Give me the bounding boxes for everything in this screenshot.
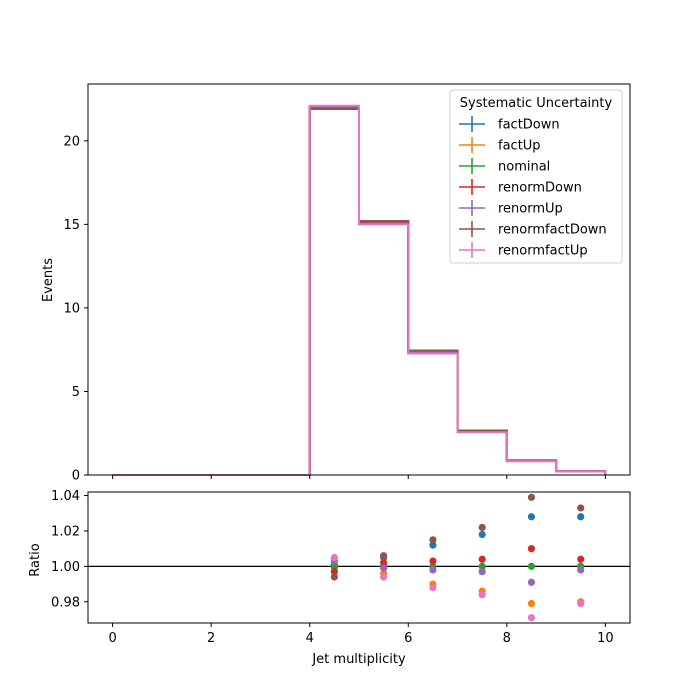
ratio-y-tick-label: 1.02 (51, 524, 80, 539)
ratio-point-factDown (527, 513, 536, 521)
main-y-tick-label: 5 (72, 385, 80, 400)
ratio-point-renormfactUp (478, 591, 486, 599)
main-panel: 0 5 10 15 20 Systematic Uncertainty factDown fa… (63, 83, 631, 484)
x-tick-label: 2 (207, 631, 215, 646)
ratio-point-renormfactUp (429, 583, 437, 592)
ratio-point-factDown (429, 541, 437, 549)
ratio-point-renormfactDown (380, 552, 388, 560)
ratio-y-axis-label: Ratio (28, 543, 43, 576)
legend-entry-renormfactDown: renormfactDown (498, 223, 607, 238)
x-tick-label: 0 (108, 631, 116, 646)
legend-entry-factUp: factUp (498, 139, 541, 154)
legend-entry-factDown: factDown (498, 118, 560, 133)
legend-entry-renormfactUp: renormfactUp (498, 244, 588, 259)
ratio-point-factDown (577, 513, 585, 521)
main-plot-frame (87, 83, 631, 476)
ratio-point-renormfactUp (380, 573, 388, 581)
ratio-point-renormfactUp (577, 599, 585, 608)
ratio-point-factUp (527, 599, 536, 608)
ratio-point-renormfactDown (527, 493, 536, 501)
legend-entry-renormUp: renormUp (498, 202, 563, 217)
main-y-tick-label: 10 (63, 301, 80, 316)
ratio-point-renormfactUp (330, 553, 338, 562)
ratio-y-tick-label: 1.00 (51, 560, 80, 575)
ratio-point-renormfactDown (478, 523, 486, 532)
legend-box (449, 89, 623, 264)
ratio-point-renormDown (330, 568, 338, 576)
ratio-point-renormDown (527, 545, 536, 553)
x-axis-label: Jet multiplicity (311, 652, 406, 667)
ratio-point-renormDown (380, 559, 388, 567)
x-tick-label: 6 (404, 631, 412, 646)
ratio-panel: 0.98 1.00 1.02 1.04 0 2 4 6 8 10 (51, 489, 631, 646)
ratio-point-renormDown (577, 555, 585, 563)
x-tick-label: 10 (597, 631, 614, 646)
legend-entry-nominal: nominal (498, 160, 550, 175)
ratio-point-renormUp (577, 566, 585, 574)
ratio-point-renormUp (527, 578, 536, 586)
ratio-point-nominal (527, 562, 536, 570)
ratio-y-tick-label: 1.04 (51, 489, 80, 504)
ratio-point-renormfactUp (527, 614, 536, 622)
ratio-point-renormUp (478, 568, 486, 576)
ratio-point-renormUp (429, 566, 437, 574)
legend-title: Systematic Uncertainty (460, 96, 613, 111)
ratio-y-tick-label: 0.98 (51, 595, 80, 610)
ratio-point-renormDown (429, 557, 437, 565)
ratio-point-renormUp (380, 564, 388, 572)
legend: Systematic Uncertainty factDown factUp nomi… (449, 89, 623, 264)
ratio-point-nominal (330, 562, 338, 570)
main-y-tick-label: 15 (63, 218, 80, 233)
legend-entry-renormDown: renormDown (498, 181, 582, 196)
ratio-point-renormDown (478, 555, 486, 563)
x-tick-label: 4 (306, 631, 314, 646)
ratio-point-nominal (478, 562, 486, 570)
main-y-axis-label: Events (41, 258, 56, 302)
main-y-tick-label: 0 (72, 469, 80, 484)
ratio-point-renormfactDown (577, 504, 585, 512)
main-y-tick-label: 20 (63, 134, 80, 149)
x-tick-label: 8 (503, 631, 511, 646)
ratio-point-renormfactDown (429, 536, 437, 544)
ratio-point-renormfactDown (330, 573, 338, 581)
ratio-point-factDown (478, 530, 486, 539)
ratio-plot-frame (87, 491, 631, 624)
